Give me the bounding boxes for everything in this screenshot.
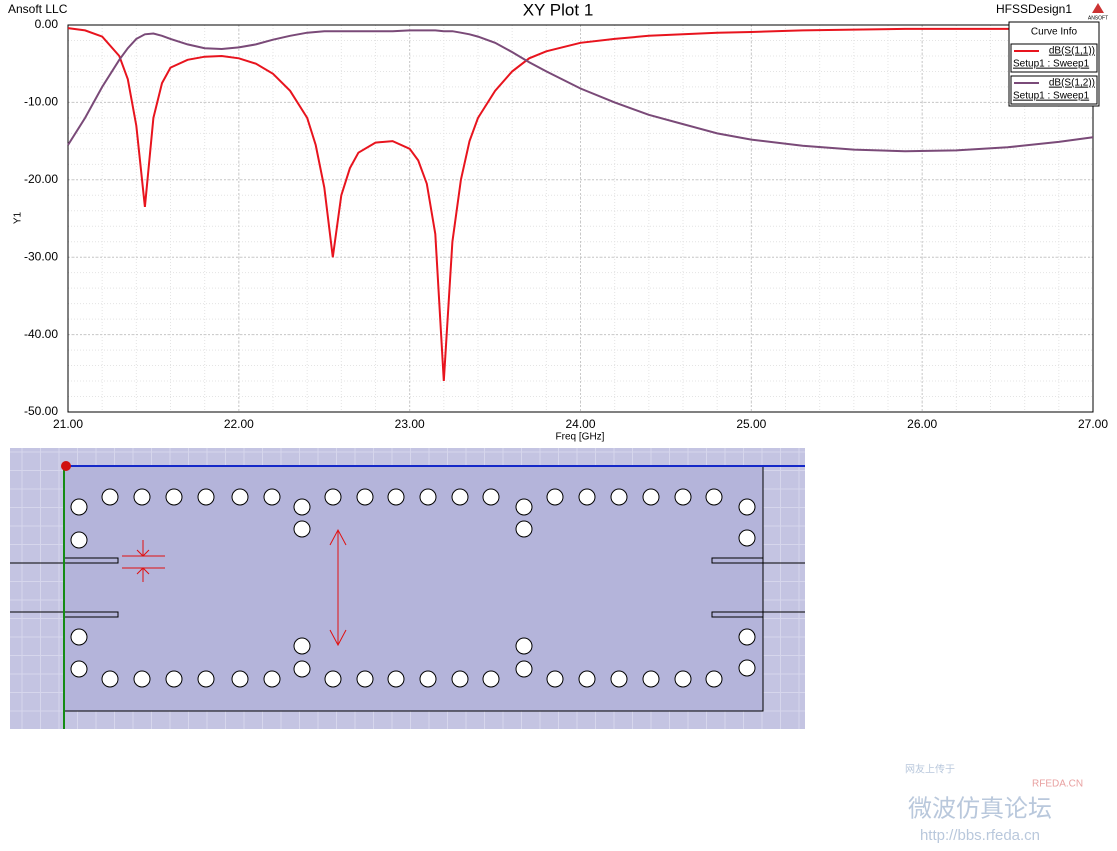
x-tick-label: 21.00 [53, 417, 83, 431]
via [356, 488, 374, 506]
via [705, 670, 723, 688]
via [293, 498, 311, 516]
via [165, 670, 183, 688]
via [515, 637, 533, 655]
y-tick-label: 0.00 [35, 17, 59, 31]
y-tick-label: -20.00 [24, 172, 58, 186]
x-axis-label: Freq [GHz] [556, 432, 605, 443]
via [515, 498, 533, 516]
design-name: HFSSDesign1 [996, 2, 1072, 16]
legend: Curve Info dB(S(1,1)) Setup1 : Sweep1 dB(S(… [1008, 21, 1100, 107]
via [419, 670, 437, 688]
via [705, 488, 723, 506]
legend-setup: Setup1 : Sweep1 [1013, 59, 1090, 70]
watermark-url: http://bbs.rfeda.cn [920, 827, 1040, 844]
vendor: Ansoft LLC [8, 2, 68, 16]
via [482, 488, 500, 506]
via [70, 660, 88, 678]
via [674, 488, 692, 506]
via [642, 670, 660, 688]
via [356, 670, 374, 688]
via [515, 520, 533, 538]
via [263, 488, 281, 506]
via [515, 660, 533, 678]
via [101, 670, 119, 688]
y-tick-label: -30.00 [24, 249, 58, 263]
via [546, 488, 564, 506]
via [231, 488, 249, 506]
legend-title: Curve Info [1031, 27, 1078, 38]
via [70, 498, 88, 516]
via [197, 670, 215, 688]
origin [61, 461, 71, 471]
y-tick-label: -50.00 [24, 404, 58, 418]
legend-entry-box [1010, 43, 1098, 73]
via [263, 670, 281, 688]
via [133, 670, 151, 688]
via [738, 498, 756, 516]
via [674, 670, 692, 688]
vias [70, 488, 756, 688]
via [293, 520, 311, 538]
plot-frame [67, 24, 1094, 413]
via [419, 488, 437, 506]
ports [10, 557, 805, 618]
legend-box [1008, 21, 1100, 107]
via [546, 670, 564, 688]
x-tick-label: 27.00 [1078, 417, 1108, 431]
x-tick-label: 25.00 [736, 417, 766, 431]
legend-entry-box [1010, 75, 1098, 105]
via [165, 488, 183, 506]
legend-label: dB(S(1,2)) [1049, 78, 1095, 89]
via [610, 488, 628, 506]
via [738, 529, 756, 547]
y-tick-label: -40.00 [24, 327, 58, 341]
via [387, 670, 405, 688]
watermark-uploader: 网友上传于 [905, 763, 955, 776]
x-tick-label: 22.00 [224, 417, 254, 431]
y-tick-label: -10.00 [24, 95, 58, 109]
x-tick-label: 23.00 [395, 417, 425, 431]
via [578, 488, 596, 506]
via [231, 670, 249, 688]
substrate [63, 465, 764, 712]
legend-label: dB(S(1,1)) [1049, 46, 1095, 57]
via [738, 628, 756, 646]
via [610, 670, 628, 688]
via [133, 488, 151, 506]
via [451, 488, 469, 506]
annotation-gap [122, 540, 165, 582]
layout-view [10, 448, 805, 729]
via [197, 488, 215, 506]
via [451, 670, 469, 688]
x-tick-label: 24.00 [565, 417, 595, 431]
via [387, 488, 405, 506]
x-tick-label: 26.00 [907, 417, 937, 431]
via [324, 488, 342, 506]
via [293, 660, 311, 678]
logo-icon [1092, 3, 1104, 13]
via [482, 670, 500, 688]
series-line [67, 29, 1094, 153]
via [70, 628, 88, 646]
via [101, 488, 119, 506]
via [293, 637, 311, 655]
watermark-site: RFEDA.CN [1032, 779, 1083, 790]
logo-text: ANSOFT [1088, 15, 1108, 21]
chart-title: XY Plot 1 [523, 0, 594, 19]
legend-setup: Setup1 : Sweep1 [1013, 91, 1090, 102]
via [642, 488, 660, 506]
via [324, 670, 342, 688]
via [578, 670, 596, 688]
series-line [67, 27, 1093, 382]
via [70, 531, 88, 549]
annotation-arrow [329, 528, 347, 647]
watermark-forum: 微波仿真论坛 [908, 795, 1052, 822]
y-axis-label: Y1 [13, 211, 24, 224]
via [738, 659, 756, 677]
